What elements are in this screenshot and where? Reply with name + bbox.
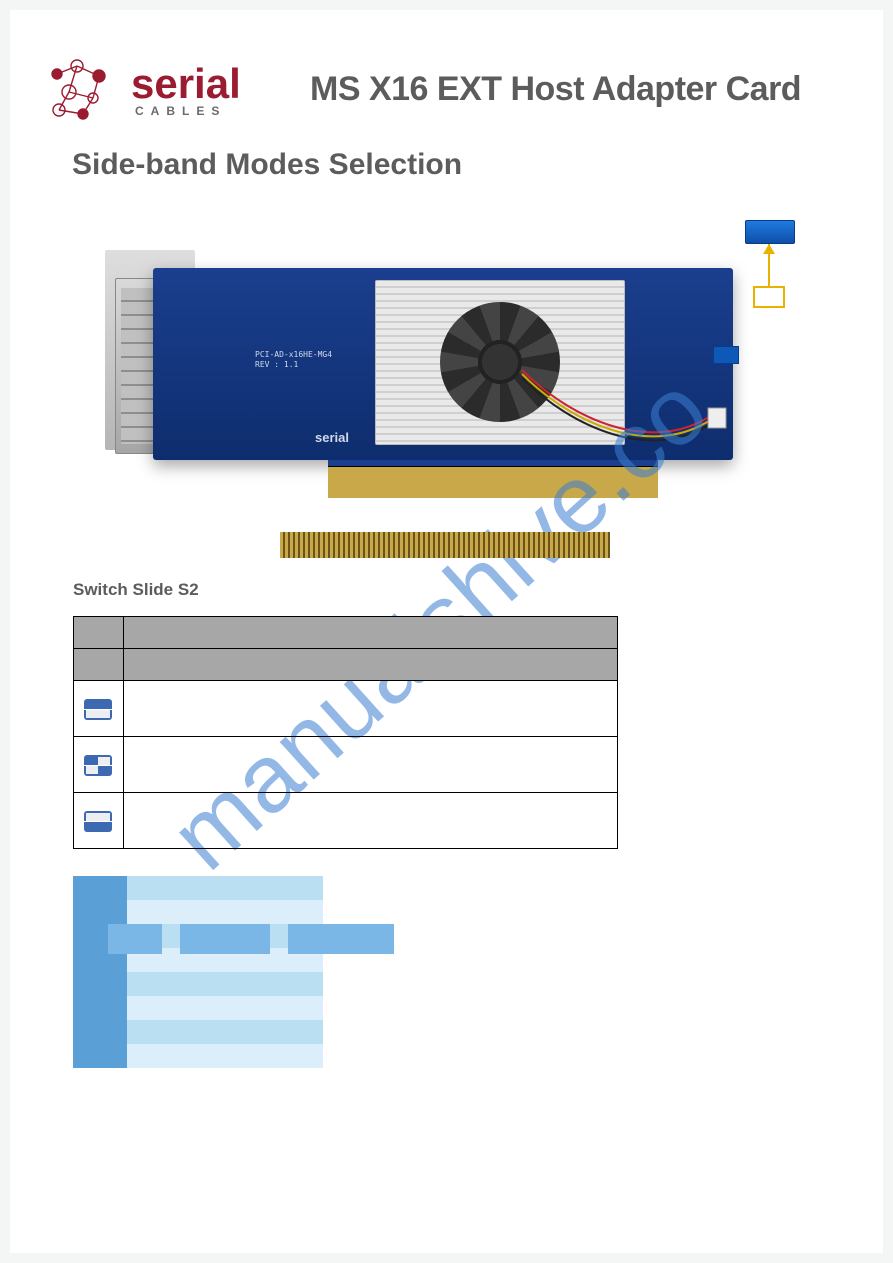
page-title: MS X16 EXT Host Adapter Card [310, 70, 801, 109]
table-cell [217, 876, 323, 900]
switch-icon-cell [74, 737, 124, 793]
table-cell [217, 996, 323, 1020]
section-title: Side-band Modes Selection [72, 148, 462, 182]
table-cell [73, 876, 127, 900]
table-header-row [74, 649, 618, 681]
table-header-row [108, 924, 394, 954]
switch-icon [84, 753, 112, 776]
switch-icon-cell [74, 793, 124, 849]
switch-icon [84, 809, 112, 832]
table-row [73, 996, 323, 1020]
table-header-cell [288, 924, 394, 954]
table-cell [123, 737, 617, 793]
switch-icon-cell [74, 681, 124, 737]
table-cell [73, 972, 127, 996]
page: serial CABLES MS X16 EXT Host Adapter Ca… [10, 10, 883, 1253]
table-header-cell [180, 924, 270, 954]
board-silk-text: PCI-AD-x16HE-MG4 REV : 1.1 [255, 350, 332, 369]
table-cell [127, 1044, 217, 1068]
board-silk-line1: PCI-AD-x16HE-MG4 [255, 350, 332, 360]
table-cell [217, 972, 323, 996]
table-cell [127, 972, 217, 996]
table-cell [217, 1020, 323, 1044]
board-edge-connector [280, 532, 610, 558]
board-figure: PCI-AD-x16HE-MG4 REV : 1.1 serial [105, 210, 755, 520]
brand-name: serial [131, 64, 241, 104]
table-cell [73, 1044, 127, 1068]
table-row [73, 972, 323, 996]
table-row [74, 681, 618, 737]
table-cell [217, 1044, 323, 1068]
table-cell [127, 876, 217, 900]
brand-logo-text: serial CABLES [131, 64, 241, 117]
callout-line [768, 244, 770, 286]
table-cell [217, 900, 323, 924]
table-cell [73, 1020, 127, 1044]
callout-pill [745, 220, 795, 244]
board-fan-wire [512, 360, 732, 450]
brand-subname: CABLES [135, 106, 241, 117]
table-cell [123, 681, 617, 737]
table-cell [127, 900, 217, 924]
table-row [74, 737, 618, 793]
table-cell [123, 793, 617, 849]
switch-icon [84, 697, 112, 720]
table-cell [127, 996, 217, 1020]
table1-caption: Switch Slide S2 [73, 580, 199, 600]
table-row [73, 876, 323, 900]
switch-mode-table [73, 616, 618, 849]
table-header-row [74, 617, 618, 649]
brand-header: serial CABLES [45, 58, 241, 124]
board-brand-silk: serial [315, 430, 349, 445]
brand-logo-icon [45, 58, 113, 124]
table-cell [73, 900, 127, 924]
table-row [73, 1020, 323, 1044]
table-cell [73, 996, 127, 1020]
table-cell [127, 1020, 217, 1044]
callout-target-box [753, 286, 785, 308]
table-row [73, 1044, 323, 1068]
table-row [74, 793, 618, 849]
board-silk-line2: REV : 1.1 [255, 360, 332, 370]
table-header-cell [108, 924, 162, 954]
table-row [73, 900, 323, 924]
pin-map-table [73, 876, 323, 1068]
